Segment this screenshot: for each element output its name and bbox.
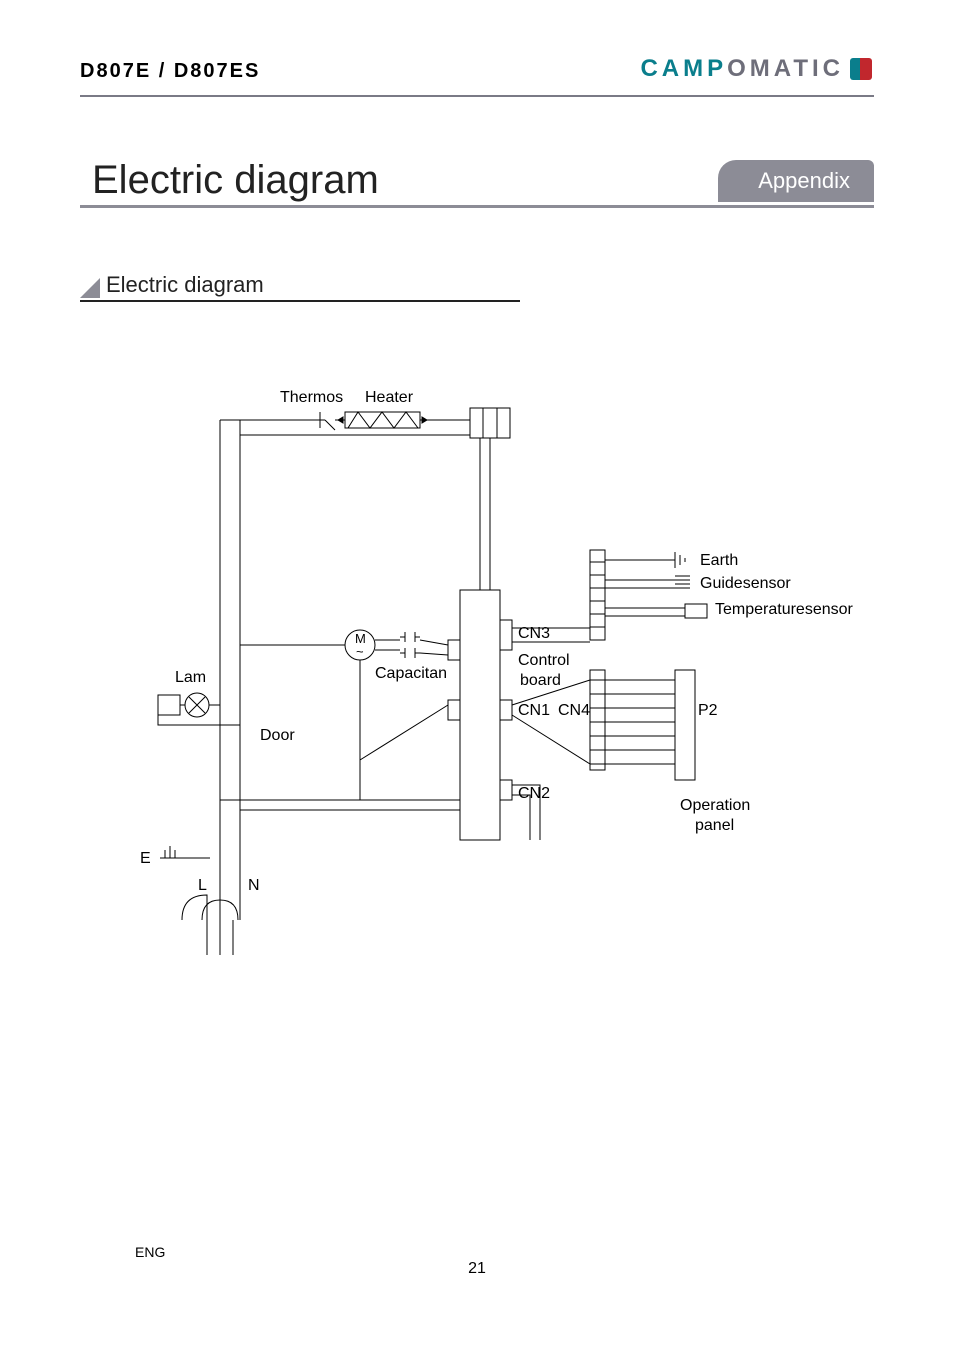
section-heading-text: Electric diagram (106, 272, 264, 300)
label-l: L (198, 877, 207, 894)
label-tilde: ~ (356, 644, 364, 659)
label-door: Door (260, 727, 295, 744)
model-code: D807E / D807ES (80, 60, 260, 82)
electric-diagram: Thermos Heater Earth Guidesensor Tempera… (120, 380, 860, 1000)
brand-icon (848, 56, 874, 82)
label-operation: Operation (680, 797, 750, 814)
brand-part2: OMATIC (727, 55, 844, 83)
brand-part1: CAMP (640, 55, 727, 83)
label-cn2: CN2 (518, 785, 550, 802)
label-temperaturesensor: Temperaturesensor (715, 601, 854, 618)
label-capacitan: Capacitan (375, 665, 447, 682)
footer-language: ENG (135, 1244, 165, 1260)
label-heater: Heater (365, 389, 414, 406)
triangle-icon (80, 278, 100, 298)
page-title: Electric diagram (80, 158, 379, 205)
header-divider (80, 95, 874, 97)
label-cn4: CN4 (558, 702, 590, 719)
label-control: Control (518, 652, 570, 669)
label-cn3: CN3 (518, 625, 550, 642)
diagram-svg: Thermos Heater Earth Guidesensor Tempera… (120, 380, 860, 1000)
footer-page-number: 21 (468, 1260, 486, 1278)
label-lam: Lam (175, 669, 206, 686)
brand-logo-text: CAMPOMATIC (640, 55, 874, 83)
label-panel: panel (695, 817, 734, 834)
label-guidesensor: Guidesensor (700, 575, 791, 592)
section-heading: Electric diagram (80, 272, 520, 302)
label-cn1: CN1 (518, 702, 550, 719)
label-earth: Earth (700, 552, 738, 569)
label-e: E (140, 850, 151, 867)
label-thermos: Thermos (280, 389, 343, 406)
appendix-tab: Appendix (718, 160, 874, 202)
title-row: Electric diagram Appendix (80, 160, 874, 208)
page-header: D807E / D807ES CAMPOMATIC (80, 60, 874, 90)
label-n: N (248, 877, 260, 894)
label-p2: P2 (698, 702, 718, 719)
label-board: board (520, 672, 561, 689)
